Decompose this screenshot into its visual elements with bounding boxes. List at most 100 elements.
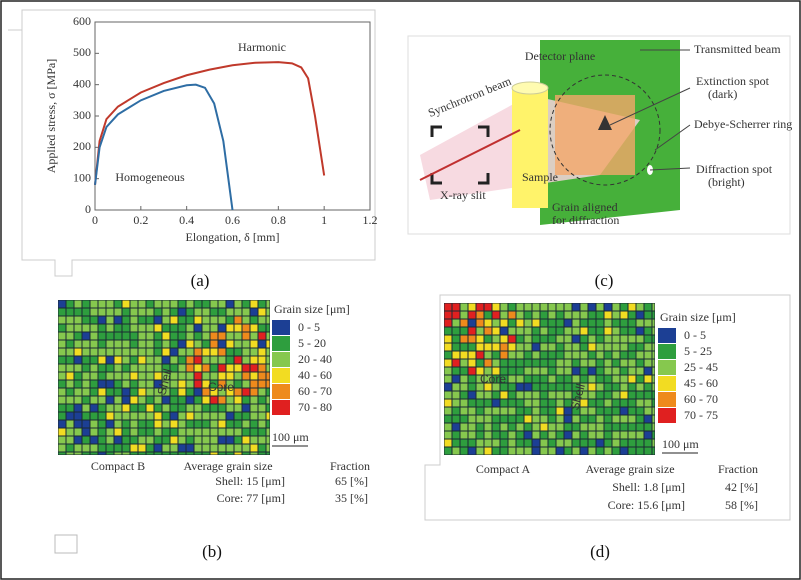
grain xyxy=(259,445,266,452)
grain xyxy=(171,325,178,332)
grain xyxy=(267,413,270,420)
grain xyxy=(267,445,270,452)
grain xyxy=(621,392,628,399)
grain xyxy=(533,312,540,319)
grain xyxy=(99,405,106,412)
grain xyxy=(509,344,516,351)
legend-range: 45 - 60 xyxy=(684,376,718,390)
grain xyxy=(493,432,500,439)
grain xyxy=(517,416,524,423)
grain xyxy=(107,325,114,332)
grain xyxy=(187,365,194,372)
grain xyxy=(525,408,532,415)
grain xyxy=(621,416,628,423)
grain xyxy=(227,453,234,455)
grain xyxy=(549,416,556,423)
grain xyxy=(251,309,258,316)
grain xyxy=(549,384,556,391)
grain xyxy=(147,309,154,316)
grain xyxy=(597,440,604,447)
grain xyxy=(99,373,106,380)
grain xyxy=(557,392,564,399)
grain xyxy=(533,304,540,311)
grain xyxy=(525,336,532,343)
grain xyxy=(139,413,146,420)
grain xyxy=(645,416,652,423)
grain xyxy=(637,328,644,335)
grain xyxy=(131,389,138,396)
grain xyxy=(509,328,516,335)
grain xyxy=(259,397,266,404)
grain xyxy=(541,416,548,423)
grain xyxy=(59,333,66,340)
grain xyxy=(589,312,596,319)
grain xyxy=(509,336,516,343)
sample-top xyxy=(512,82,548,94)
grain xyxy=(557,352,564,359)
grain xyxy=(155,357,162,364)
grain xyxy=(187,341,194,348)
grain xyxy=(469,336,476,343)
grain xyxy=(227,309,234,316)
grain xyxy=(131,453,138,455)
grain xyxy=(155,397,162,404)
panel-caption: (d) xyxy=(590,542,610,561)
grain xyxy=(67,397,74,404)
grain xyxy=(589,408,596,415)
grain xyxy=(147,445,154,452)
y-tick-label: 200 xyxy=(73,139,91,153)
grain xyxy=(267,357,270,364)
grain xyxy=(509,432,516,439)
grain xyxy=(219,421,226,428)
grain xyxy=(477,424,484,431)
grain xyxy=(525,400,532,407)
grain xyxy=(187,421,194,428)
grain xyxy=(195,421,202,428)
grain xyxy=(637,408,644,415)
grain xyxy=(493,328,500,335)
grain xyxy=(75,421,82,428)
legend-swatch xyxy=(272,384,290,399)
grain xyxy=(115,397,122,404)
grain xyxy=(445,424,452,431)
grain xyxy=(243,301,250,308)
grain xyxy=(235,317,242,324)
grain xyxy=(227,357,234,364)
table-head: Fraction xyxy=(330,459,370,473)
grain xyxy=(235,381,242,388)
grain xyxy=(445,400,452,407)
grain xyxy=(235,309,242,316)
grain xyxy=(525,368,532,375)
grain xyxy=(573,312,580,319)
grain xyxy=(107,413,114,420)
x-tick-label: 0.6 xyxy=(225,213,240,227)
grain xyxy=(613,344,620,351)
grain xyxy=(115,373,122,380)
grain xyxy=(219,325,226,332)
grain xyxy=(533,336,540,343)
y-tick-label: 500 xyxy=(73,45,91,59)
grain xyxy=(469,400,476,407)
grain xyxy=(195,373,202,380)
grain xyxy=(589,320,596,327)
grain xyxy=(195,381,202,388)
grain xyxy=(637,432,644,439)
grain xyxy=(187,445,194,452)
grain xyxy=(91,445,98,452)
grain xyxy=(75,445,82,452)
grain xyxy=(525,416,532,423)
grain xyxy=(179,437,186,444)
grain xyxy=(589,432,596,439)
grain xyxy=(485,440,492,447)
grain xyxy=(469,352,476,359)
grain xyxy=(517,368,524,375)
diagram-label: (bright) xyxy=(708,175,745,189)
grain xyxy=(485,392,492,399)
grain xyxy=(621,448,628,455)
sample-cylinder xyxy=(512,88,548,208)
grain xyxy=(91,309,98,316)
grain xyxy=(211,349,218,356)
grain xyxy=(235,397,242,404)
grain xyxy=(573,448,580,455)
grain xyxy=(187,429,194,436)
